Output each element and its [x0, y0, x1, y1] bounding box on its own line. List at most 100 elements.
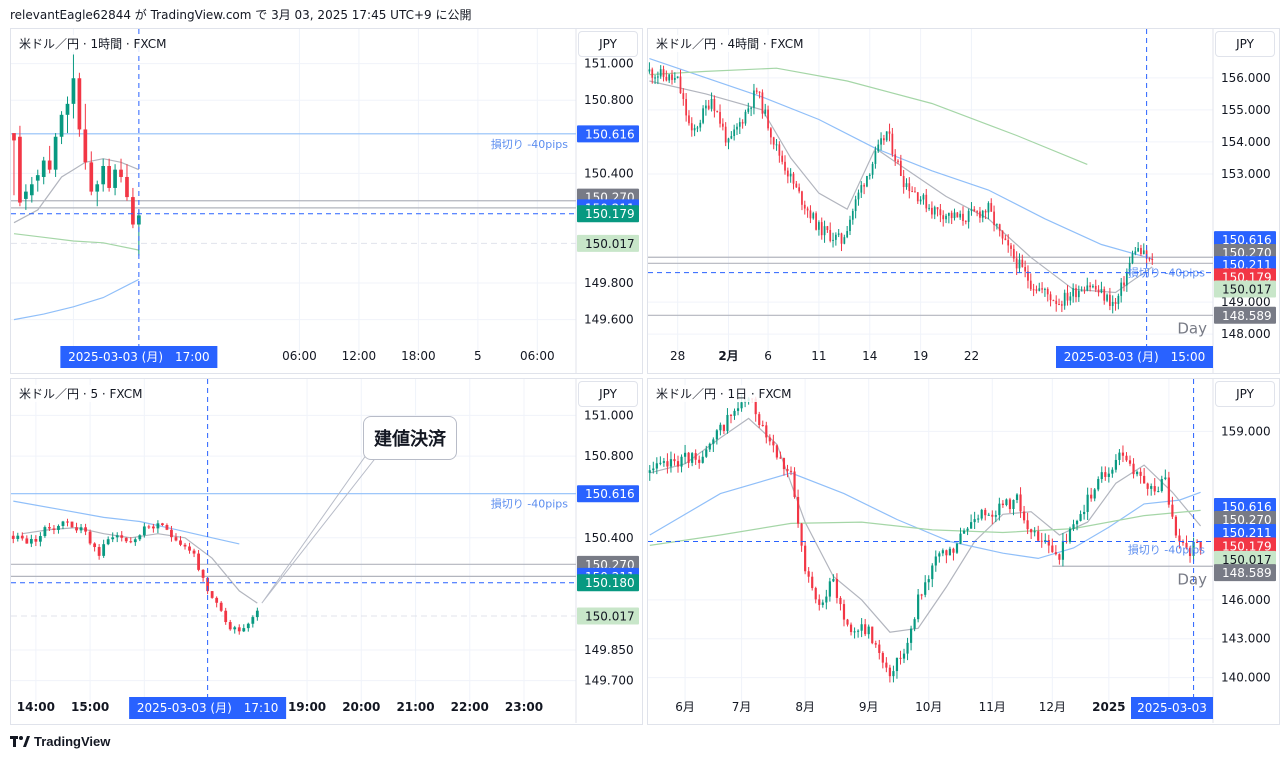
candle-body: [197, 553, 200, 570]
time-tick-label: 22: [964, 349, 979, 363]
candle-body: [993, 211, 995, 225]
chart-canvas-1d[interactable]: Day 損切り -40pips 159.000 146.000 143.000 140.0…: [648, 379, 1279, 724]
candle-body: [733, 129, 736, 137]
candle-body: [867, 626, 870, 635]
candle-body: [131, 197, 135, 225]
candle-body: [899, 657, 902, 659]
candle-body: [1134, 251, 1137, 254]
price-tick-label: 150.800: [584, 449, 634, 463]
chart-panel-1h[interactable]: 損切り -40pips 151.000 150.800 150.400 149.800 1…: [10, 28, 643, 374]
tradingview-logo[interactable]: TradingView: [10, 734, 110, 749]
candle-body: [1075, 288, 1077, 298]
callout-note[interactable]: 建値決済: [363, 416, 457, 460]
candle-body: [811, 576, 814, 589]
price-tick-label: 153.000: [1221, 167, 1271, 181]
candle-body: [1012, 248, 1015, 259]
candle-body: [688, 115, 690, 124]
time-tick-label: 12:00: [342, 349, 377, 363]
chart-canvas-5m[interactable]: 損切り -40pips 151.000 150.800 150.400 149.850 1…: [11, 379, 642, 724]
candle-body: [724, 126, 727, 143]
crosshair-time-box: [1131, 697, 1213, 719]
candle-body: [1044, 288, 1046, 290]
candle-body: [119, 169, 123, 177]
candle-body: [853, 631, 856, 633]
time-tick-label: 06:00: [520, 349, 555, 363]
candle-body: [1018, 259, 1021, 269]
candle-body: [147, 526, 151, 528]
candle-body: [741, 122, 744, 124]
candle-body: [685, 99, 688, 116]
price-tick-label: 151.000: [584, 57, 634, 71]
candle-body: [1104, 472, 1107, 477]
candle-body: [1075, 520, 1079, 525]
price-tick-label: 149.000: [1221, 295, 1271, 309]
currency-button[interactable]: JPY: [1215, 381, 1275, 407]
candle-body: [174, 537, 178, 541]
price-label: 150.017: [1222, 553, 1272, 567]
candle-body: [851, 211, 854, 220]
time-tick-label: 6: [764, 349, 772, 363]
candle-body: [666, 461, 669, 467]
candle-body: [779, 457, 782, 459]
candle-body: [881, 652, 884, 663]
candle-body: [931, 207, 933, 215]
price-tick-label: 150.800: [584, 93, 634, 107]
candle-body: [1077, 290, 1080, 298]
candle-body: [1072, 524, 1075, 529]
price-label-box: [577, 485, 639, 503]
candle-body: [931, 565, 934, 580]
currency-button[interactable]: JPY: [578, 381, 638, 407]
time-tick-label: 7月: [732, 700, 752, 714]
candle-body: [1120, 282, 1123, 296]
candle-body: [161, 523, 164, 525]
crosshair-time-label: 2025-03-03 (月) 17:00: [68, 350, 210, 364]
candle-body: [1063, 292, 1066, 306]
candle-body: [812, 213, 815, 219]
chart-panel-4h[interactable]: Day 損切り -40pips 156.000 155.000 154.000 153.0…: [647, 28, 1280, 374]
candle-body: [251, 617, 255, 624]
candle-body: [224, 610, 228, 623]
chart-canvas-4h[interactable]: Day 損切り -40pips 156.000 155.000 154.000 153.0…: [648, 29, 1279, 373]
time-tick-label: 9月: [859, 700, 879, 714]
price-label-box: [1214, 231, 1276, 249]
candle-body: [793, 471, 796, 497]
chart-panel-5m[interactable]: 損切り -40pips 151.000 150.800 150.400 149.850 1…: [10, 378, 643, 725]
candle-body: [1157, 491, 1160, 493]
candle-body: [967, 210, 970, 222]
candle-body: [919, 199, 922, 202]
time-tick-label: 2月: [718, 349, 738, 363]
candle-body: [825, 596, 828, 603]
candle-body: [18, 136, 22, 203]
candle-body: [871, 626, 874, 644]
candle-body: [864, 624, 867, 635]
chart-canvas-1h[interactable]: 損切り -40pips 151.000 150.800 150.400 149.800 1…: [11, 29, 642, 373]
candle-body: [1024, 266, 1027, 272]
candle-body: [947, 212, 950, 216]
candle-body: [1171, 504, 1174, 517]
candle-body: [990, 203, 993, 212]
candle-body: [1015, 258, 1018, 269]
candle-body: [125, 176, 129, 198]
candle-body: [758, 414, 761, 426]
candle-body: [888, 131, 891, 134]
candle-body: [770, 128, 772, 138]
candle-body: [170, 529, 173, 538]
currency-button[interactable]: JPY: [1215, 31, 1275, 57]
candle-body: [1027, 271, 1029, 281]
candle-body: [868, 174, 871, 176]
candle-body: [93, 543, 97, 548]
sma-line: [13, 158, 140, 224]
chart-panel-1d[interactable]: Day 損切り -40pips 159.000 146.000 143.000 140.0…: [647, 378, 1280, 725]
time-tick-label: 5: [474, 349, 482, 363]
candle-body: [1114, 459, 1117, 470]
price-label-box: [1214, 510, 1276, 528]
candle-body: [133, 539, 137, 543]
candle-body: [934, 556, 937, 566]
candle-body: [705, 105, 707, 109]
candle-body: [991, 514, 994, 517]
candle-body: [1058, 304, 1060, 306]
candle-body: [1150, 486, 1153, 489]
currency-button[interactable]: JPY: [578, 31, 638, 57]
candle-body: [928, 207, 930, 209]
candle-body: [959, 213, 962, 218]
